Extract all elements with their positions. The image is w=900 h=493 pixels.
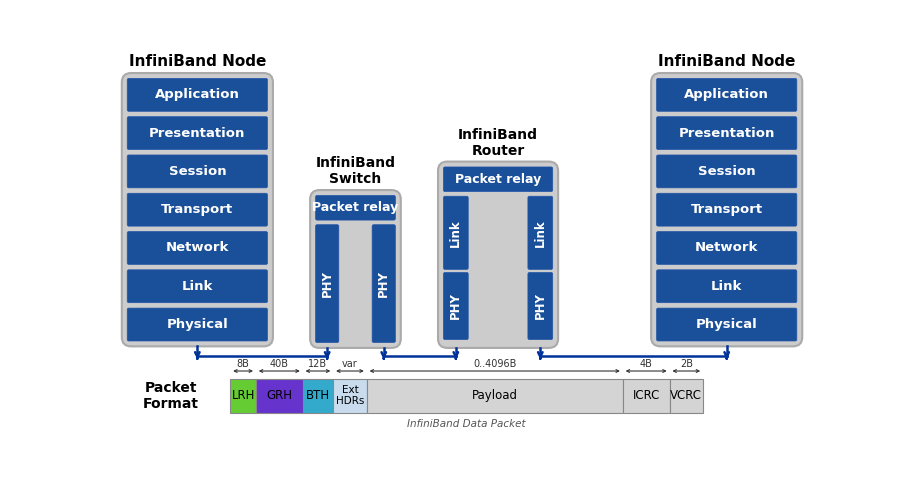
Bar	[366, 379, 623, 413]
FancyBboxPatch shape	[444, 167, 553, 192]
Text: Network: Network	[166, 242, 229, 254]
FancyBboxPatch shape	[122, 73, 273, 347]
Text: 8B: 8B	[237, 359, 249, 369]
FancyBboxPatch shape	[438, 162, 558, 348]
FancyBboxPatch shape	[444, 273, 468, 340]
FancyBboxPatch shape	[657, 232, 796, 264]
Text: Link: Link	[534, 219, 547, 246]
Text: PHY: PHY	[449, 292, 463, 319]
FancyBboxPatch shape	[127, 193, 267, 226]
Text: Network: Network	[695, 242, 759, 254]
Bar	[623, 379, 670, 413]
Text: Physical: Physical	[166, 318, 229, 331]
FancyBboxPatch shape	[127, 270, 267, 303]
FancyBboxPatch shape	[127, 78, 267, 111]
Text: Packet relay: Packet relay	[312, 201, 399, 214]
Text: InfiniBand
Router: InfiniBand Router	[458, 128, 538, 158]
Bar	[230, 379, 256, 413]
Text: Application: Application	[155, 88, 239, 102]
FancyBboxPatch shape	[310, 190, 400, 348]
FancyBboxPatch shape	[657, 117, 796, 149]
Text: Packet
Format: Packet Format	[142, 381, 199, 411]
Text: Transport: Transport	[690, 203, 763, 216]
Text: Application: Application	[684, 88, 770, 102]
Bar	[302, 379, 333, 413]
Text: PHY: PHY	[377, 270, 391, 297]
FancyBboxPatch shape	[444, 196, 468, 269]
Text: InfiniBand Node: InfiniBand Node	[658, 54, 796, 69]
FancyBboxPatch shape	[651, 73, 802, 347]
Text: var: var	[342, 359, 358, 369]
Text: Presentation: Presentation	[149, 127, 246, 140]
FancyBboxPatch shape	[316, 225, 338, 343]
FancyBboxPatch shape	[316, 195, 395, 220]
Text: Session: Session	[698, 165, 755, 178]
FancyBboxPatch shape	[528, 196, 553, 269]
Text: Session: Session	[168, 165, 226, 178]
Text: VCRC: VCRC	[670, 389, 702, 402]
FancyBboxPatch shape	[127, 117, 267, 149]
Text: 40B: 40B	[270, 359, 289, 369]
FancyBboxPatch shape	[127, 308, 267, 341]
Text: Physical: Physical	[696, 318, 758, 331]
Text: 0..4096B: 0..4096B	[473, 359, 517, 369]
Text: LRH: LRH	[231, 389, 255, 402]
FancyBboxPatch shape	[528, 273, 553, 340]
Bar	[333, 379, 366, 413]
Text: Link: Link	[182, 280, 213, 293]
Text: Payload: Payload	[472, 389, 518, 402]
FancyBboxPatch shape	[657, 155, 796, 188]
Text: BTH: BTH	[306, 389, 330, 402]
Text: PHY: PHY	[320, 270, 334, 297]
FancyBboxPatch shape	[657, 270, 796, 303]
Text: 4B: 4B	[640, 359, 652, 369]
Text: GRH: GRH	[266, 389, 292, 402]
FancyBboxPatch shape	[127, 232, 267, 264]
Text: ICRC: ICRC	[633, 389, 660, 402]
Bar	[256, 379, 302, 413]
Text: Presentation: Presentation	[679, 127, 775, 140]
Text: Ext
HDRs: Ext HDRs	[336, 385, 364, 406]
Text: Link: Link	[711, 280, 742, 293]
Text: Transport: Transport	[161, 203, 233, 216]
FancyBboxPatch shape	[657, 193, 796, 226]
FancyBboxPatch shape	[657, 78, 796, 111]
Text: PHY: PHY	[534, 292, 547, 319]
Text: Link: Link	[449, 219, 463, 246]
Text: 2B: 2B	[680, 359, 693, 369]
FancyBboxPatch shape	[372, 225, 395, 343]
FancyBboxPatch shape	[127, 155, 267, 188]
Text: InfiniBand Data Packet: InfiniBand Data Packet	[408, 419, 526, 429]
Text: 12B: 12B	[309, 359, 328, 369]
Bar	[670, 379, 703, 413]
Text: Packet relay: Packet relay	[454, 173, 541, 186]
Text: InfiniBand Node: InfiniBand Node	[129, 54, 266, 69]
Text: InfiniBand
Switch: InfiniBand Switch	[316, 156, 395, 186]
FancyBboxPatch shape	[657, 308, 796, 341]
